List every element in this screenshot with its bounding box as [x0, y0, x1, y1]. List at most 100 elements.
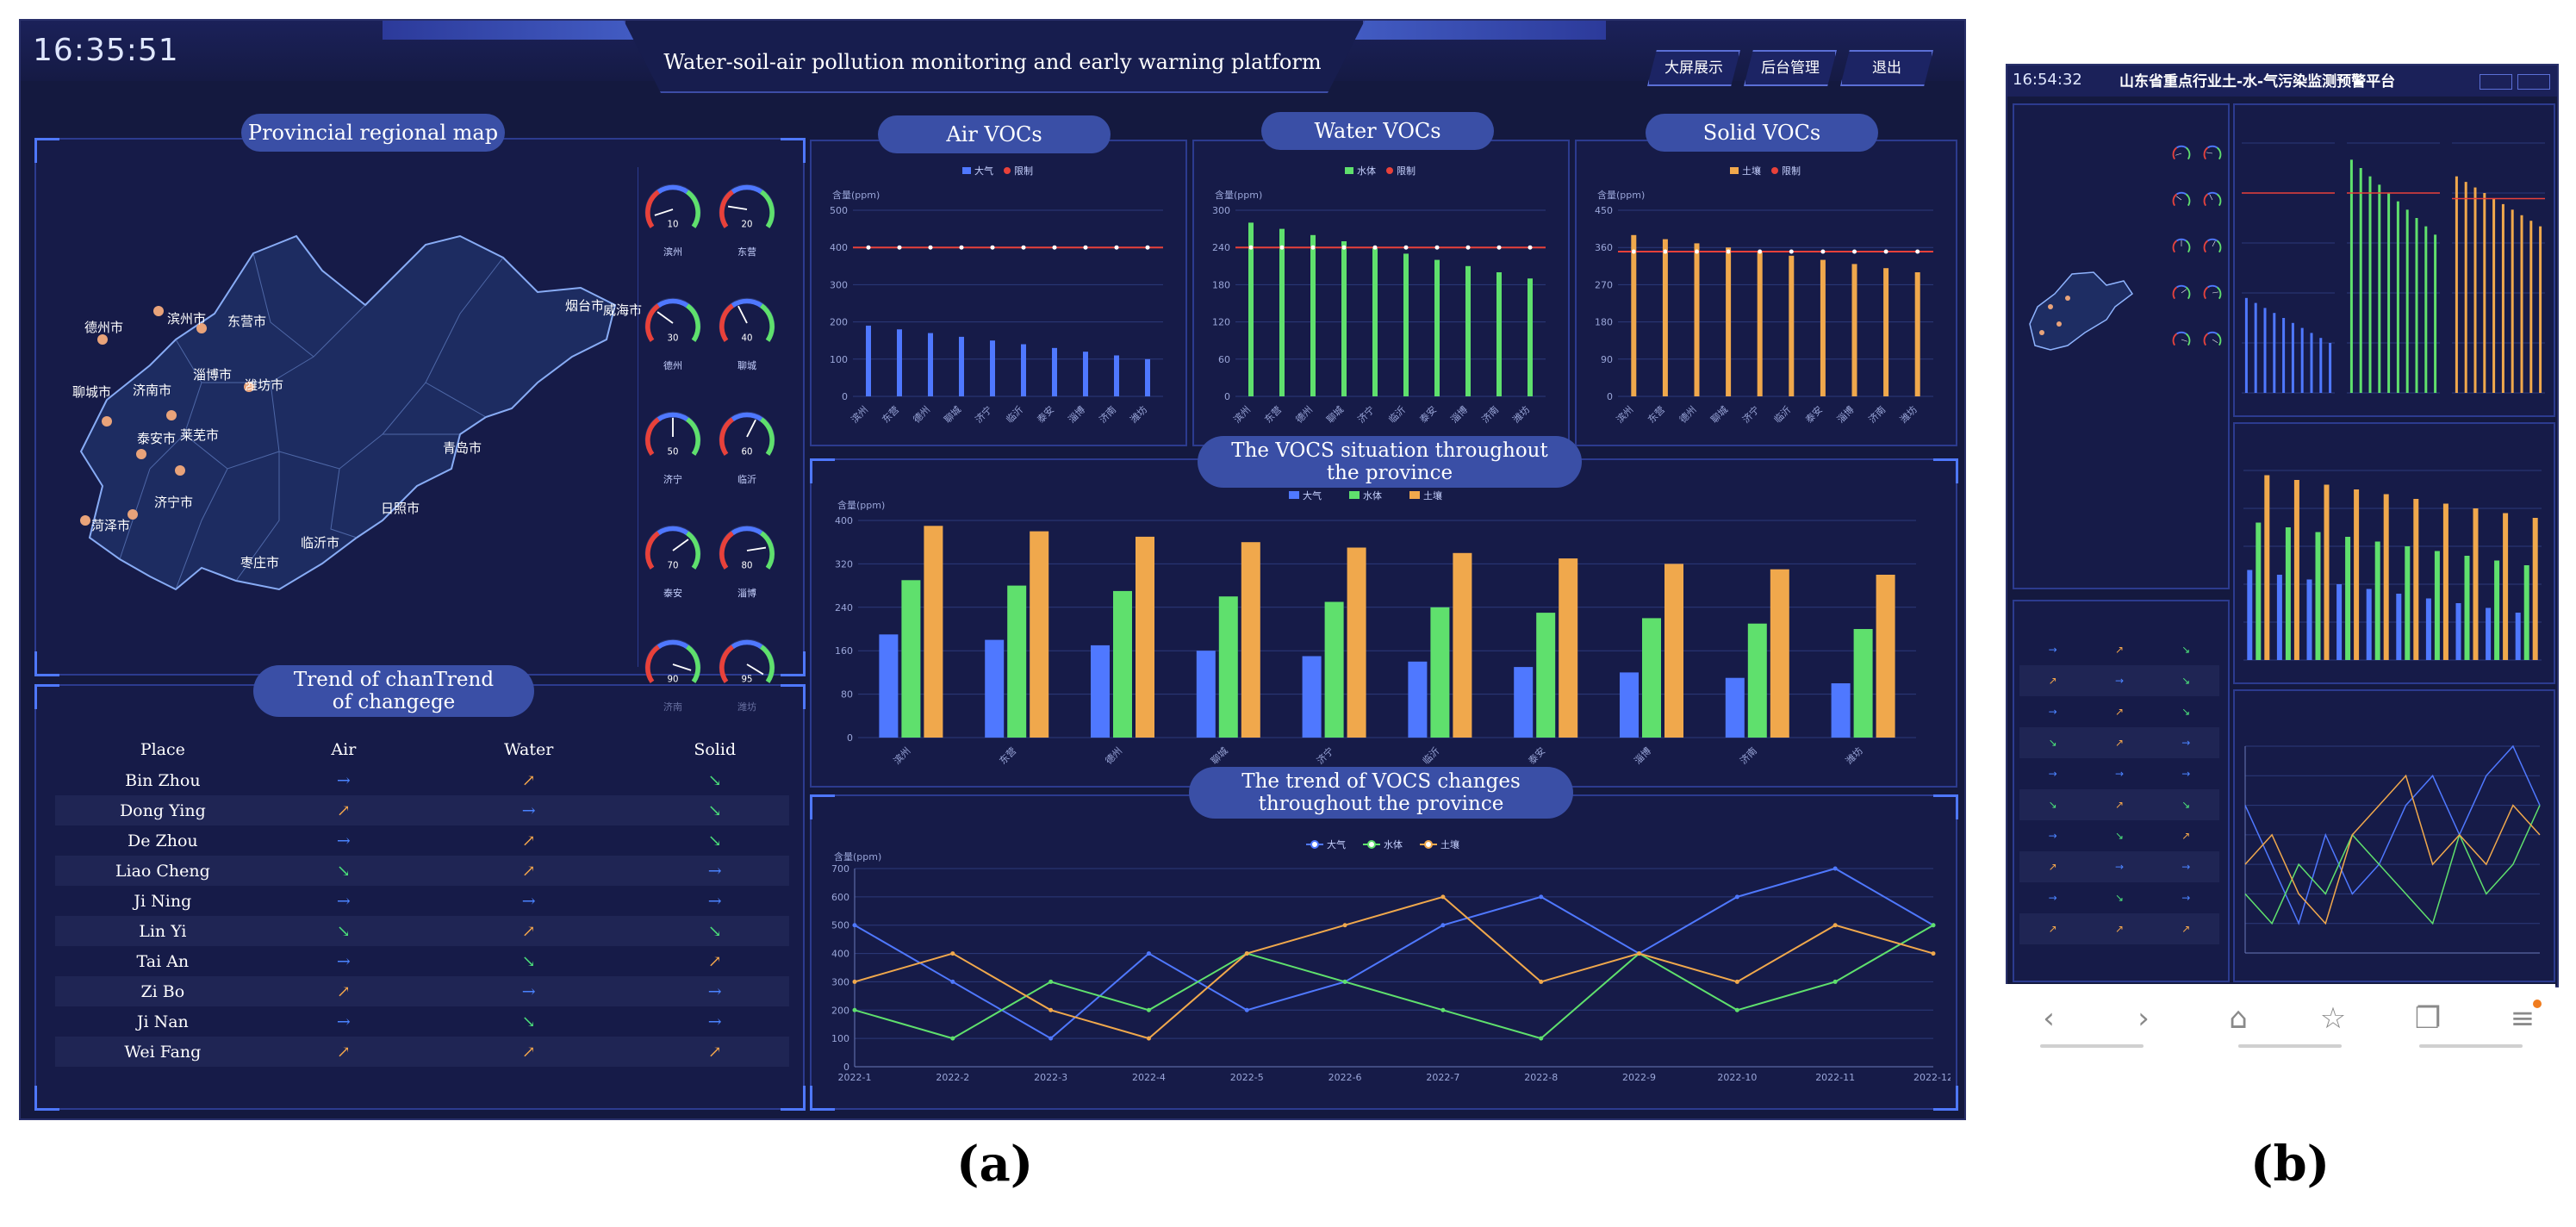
- y-tick-label: 240: [1212, 242, 1230, 253]
- mobile-table-row[interactable]: ↗ → →: [2019, 851, 2219, 882]
- big-screen-button[interactable]: 大屏展示: [1647, 50, 1740, 86]
- map-city-label[interactable]: 滨州市: [167, 311, 207, 327]
- x-tick-label: 泰安: [1417, 403, 1439, 425]
- mobile-table-row[interactable]: → ↗ ↘: [2019, 634, 2219, 665]
- map-city-label[interactable]: 东营市: [227, 314, 267, 329]
- mobile-table-row[interactable]: → ↘ →: [2019, 882, 2219, 913]
- mobile-solid-chart[interactable]: [2447, 126, 2550, 410]
- menu-icon[interactable]: ≡: [2510, 1001, 2536, 1036]
- table-row[interactable]: De Zhou → ↗ ↘: [55, 825, 789, 856]
- map-city-label[interactable]: 德州市: [84, 320, 124, 335]
- gauge[interactable]: 10 滨州: [641, 178, 705, 258]
- table-row[interactable]: Wei Fang ↗ ↗ ↗: [55, 1037, 789, 1067]
- gauge[interactable]: 40 聊城: [715, 291, 779, 372]
- mobile-clock: 16:54:32: [2013, 71, 2082, 89]
- mobile-table-row[interactable]: → ↗ ↘: [2019, 696, 2219, 727]
- situation-chart[interactable]: 含量(ppm) 0 80 160 240 320 400 滨州 东营 德州 聊城 济宁 临沂 泰安 淄博 济南…: [817, 486, 1951, 781]
- table-row[interactable]: Bin Zhou → ↗ ↘: [55, 765, 789, 795]
- forward-icon[interactable]: ›: [2137, 1001, 2150, 1036]
- map-city-label[interactable]: 潍坊市: [245, 377, 284, 393]
- air-vocs-chart[interactable]: 含量(ppm) 0 100 200 300 400 500 滨州 东营 德州 聊城 济宁 临沂 泰安 淄博济…: [813, 159, 1180, 439]
- back-icon[interactable]: ‹: [2043, 1001, 2055, 1036]
- limit-point: [1726, 249, 1731, 254]
- map-city-label[interactable]: 枣庄市: [240, 555, 280, 570]
- table-row[interactable]: Ji Ning → → →: [55, 886, 789, 916]
- mobile-table-row[interactable]: ↘ ↗ →: [2019, 727, 2219, 758]
- y-tick-label: 200: [831, 1005, 849, 1016]
- x-tick-label: 淄博: [1448, 404, 1470, 426]
- mobile-province-map[interactable]: [2025, 264, 2137, 358]
- gauge[interactable]: 30 德州: [641, 291, 705, 372]
- mobile-table-row[interactable]: ↗ ↗ ↗: [2019, 913, 2219, 944]
- map-city-label[interactable]: 日照市: [381, 501, 420, 516]
- mobile-nav-button[interactable]: [2517, 74, 2550, 90]
- solid-vocs-chart[interactable]: 含量(ppm) 0 90 180 270 360 450 滨州 东营 德州 聊城 济宁 临沂 泰安 淄博 济南…: [1578, 159, 1951, 439]
- gauge[interactable]: [2171, 190, 2192, 214]
- gauge[interactable]: [2202, 190, 2223, 214]
- mobile-table-row[interactable]: → ↘ ↗: [2019, 820, 2219, 851]
- mobile-nav-button[interactable]: [2480, 74, 2512, 90]
- mobile-water-chart[interactable]: [2342, 126, 2445, 410]
- gauge[interactable]: 60 临沂: [715, 405, 779, 486]
- bookmark-icon[interactable]: ☆: [2319, 1001, 2347, 1036]
- mobile-table-row[interactable]: ↘ ↗ ↘: [2019, 789, 2219, 820]
- gauge-zone-green: [2185, 286, 2191, 300]
- data-point: [1539, 894, 1544, 900]
- logout-button[interactable]: 退出: [1840, 50, 1933, 86]
- gauge[interactable]: [2202, 236, 2223, 260]
- map-city-label[interactable]: 淄博市: [193, 367, 233, 383]
- table-row[interactable]: Dong Ying ↗ → ↘: [55, 795, 789, 825]
- gauge[interactable]: 70 泰安: [641, 519, 705, 600]
- map-city-label[interactable]: 聊城市: [72, 384, 112, 400]
- mobile-air-trend-cell: ↗: [2048, 675, 2057, 687]
- map-city-label[interactable]: 泰安市: [137, 431, 177, 446]
- gauge[interactable]: [2171, 283, 2192, 307]
- bar: [2306, 579, 2312, 660]
- mobile-table-row[interactable]: ↗ → ↘: [2019, 665, 2219, 696]
- gauge[interactable]: [2202, 329, 2223, 353]
- gauge-needle: [2212, 240, 2216, 247]
- mobile-air-chart[interactable]: [2237, 126, 2340, 410]
- province-map[interactable]: [55, 210, 632, 624]
- gauge[interactable]: [2171, 329, 2192, 353]
- mobile-solid-trend-cell: ↘: [2181, 799, 2191, 811]
- gauge[interactable]: [2202, 143, 2223, 167]
- table-row[interactable]: Tai An → ↘ ↗: [55, 946, 789, 976]
- mobile-top-bar: [2007, 65, 2557, 97]
- gauge[interactable]: [2202, 283, 2223, 307]
- map-city-label[interactable]: 济南市: [133, 383, 172, 398]
- map-city-label[interactable]: 临沂市: [301, 535, 340, 551]
- gauge-needle: [727, 205, 748, 210]
- map-city-label[interactable]: 烟台市: [565, 298, 605, 314]
- gauge[interactable]: [2171, 143, 2192, 167]
- gauge-dial: 95: [719, 638, 775, 684]
- table-row[interactable]: Lin Yi ↘ ↗ ↘: [55, 916, 789, 946]
- mobile-solid-trend-cell: →: [2181, 892, 2191, 904]
- gauge-zone-green: [685, 190, 700, 228]
- gauge[interactable]: 80 淄博: [715, 519, 779, 600]
- gauge[interactable]: 20 东营: [715, 178, 779, 258]
- gauge[interactable]: 50 济宁: [641, 405, 705, 486]
- map-city-label[interactable]: 莱芜市: [180, 427, 220, 443]
- bar: [2329, 343, 2332, 393]
- situation-title-line2: the province: [1326, 462, 1453, 484]
- home-icon[interactable]: ⌂: [2229, 1001, 2248, 1036]
- table-row[interactable]: Liao Cheng ↘ ↗ →: [55, 856, 789, 886]
- mobile-situation-chart[interactable]: [2237, 445, 2548, 677]
- map-city-label[interactable]: 威海市: [603, 302, 643, 318]
- mobile-table-row[interactable]: → → →: [2019, 758, 2219, 789]
- map-city-label[interactable]: 菏泽市: [91, 518, 131, 533]
- map-city-label[interactable]: 青岛市: [443, 440, 482, 456]
- table-row[interactable]: Zi Bo ↗ → →: [55, 976, 789, 1006]
- map-city-label[interactable]: 济宁市: [154, 495, 194, 510]
- air-trend-cell: →: [336, 1012, 351, 1031]
- water-vocs-chart[interactable]: 含量(ppm) 0 60 120 180 240 300 滨州 东营 德州 聊城 济宁 临沂 泰安 淄博 济南…: [1196, 159, 1563, 439]
- admin-button[interactable]: 后台管理: [1744, 50, 1837, 86]
- tabs-icon[interactable]: ❐: [2414, 1001, 2442, 1036]
- mobile-trend-chart[interactable]: [2237, 720, 2548, 970]
- limit-point: [1372, 245, 1378, 250]
- gauge[interactable]: [2171, 236, 2192, 260]
- table-row[interactable]: Ji Nan → ↘ →: [55, 1006, 789, 1037]
- corner-decoration: [810, 1086, 835, 1111]
